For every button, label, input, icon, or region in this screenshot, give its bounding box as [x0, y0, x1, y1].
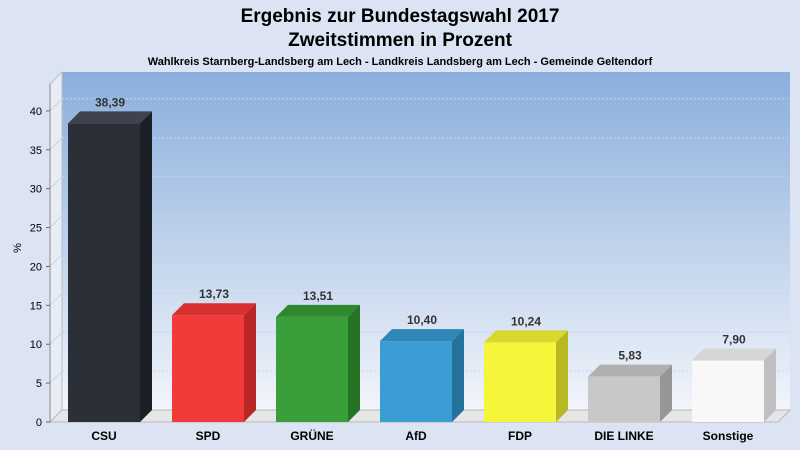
y-tick-label: 30	[30, 184, 42, 196]
gridline-side	[49, 215, 63, 228]
x-tick-label: Sonstige	[703, 429, 754, 443]
bar-side	[556, 330, 568, 422]
x-tick-label: FDP	[508, 429, 532, 443]
bar-side	[764, 348, 776, 422]
bar	[380, 341, 452, 422]
y-tick-label: 10	[30, 339, 42, 351]
bar-top	[172, 303, 256, 316]
bar	[68, 123, 140, 423]
bar-side	[244, 303, 256, 422]
data-label: 13,73	[199, 287, 229, 301]
x-tick-label: GRÜNE	[290, 428, 333, 443]
bar	[692, 360, 764, 422]
gridline-side	[49, 292, 63, 306]
bar-side	[140, 111, 152, 423]
bar-top	[692, 348, 776, 361]
y-axis-label: %	[12, 243, 24, 253]
chart-subtitle: Wahlkreis Starnberg-Landsberg am Lech - …	[148, 56, 653, 68]
bar-side	[348, 304, 360, 422]
y-tick-label: 25	[30, 223, 42, 235]
plot-side-wall	[49, 70, 63, 424]
x-tick-label: AfD	[405, 429, 427, 443]
bar-side	[660, 364, 672, 422]
bar-top	[380, 329, 464, 342]
y-tick-label: 35	[30, 145, 42, 157]
y-tick-label: 40	[30, 106, 42, 118]
bar	[276, 316, 348, 422]
gridline-side	[49, 254, 63, 267]
x-tick-label: DIE LINKE	[594, 429, 653, 443]
bar-top	[484, 330, 568, 343]
gridline-side	[49, 98, 63, 112]
chart-title-line2: Zweitstimmen in Prozent	[288, 30, 512, 51]
data-label: 38,39	[95, 95, 125, 109]
bar-csu: 38,39 CSU	[68, 95, 152, 443]
data-label: 13,51	[303, 289, 333, 303]
bar	[172, 315, 244, 422]
y-tick-label: 0	[36, 417, 42, 429]
bar-side	[452, 329, 464, 422]
gridline-side	[49, 137, 63, 151]
chart-title: Ergebnis zur Bundestagswahl 2017	[241, 6, 560, 27]
bar-top	[68, 111, 152, 124]
bar-gr-ne: 13,51 GRÜNE	[276, 289, 360, 443]
y-tick-label: 20	[30, 261, 42, 273]
bar-fdp: 10,24 FDP	[484, 314, 568, 443]
bar-spd: 13,73 SPD	[172, 287, 256, 443]
data-label: 5,83	[618, 349, 642, 363]
gridline-side	[49, 176, 63, 190]
data-label: 7,90	[722, 333, 746, 347]
gridline-side	[49, 370, 63, 384]
y-tick-label: 5	[36, 378, 42, 390]
data-label: 10,24	[511, 314, 541, 328]
gridline-side	[49, 331, 63, 345]
bar-top	[276, 304, 360, 317]
bar	[484, 342, 556, 422]
bar-afd: 10,40 AfD	[380, 313, 464, 443]
x-tick-label: CSU	[91, 429, 116, 443]
bar-top	[588, 364, 672, 377]
data-label: 10,40	[407, 313, 437, 327]
bar	[588, 376, 660, 422]
x-tick-label: SPD	[196, 429, 221, 443]
y-tick-label: 15	[30, 300, 42, 312]
bar-sonstige: 7,90 Sonstige	[692, 333, 776, 443]
bar-die-linke: 5,83 DIE LINKE	[588, 349, 672, 443]
